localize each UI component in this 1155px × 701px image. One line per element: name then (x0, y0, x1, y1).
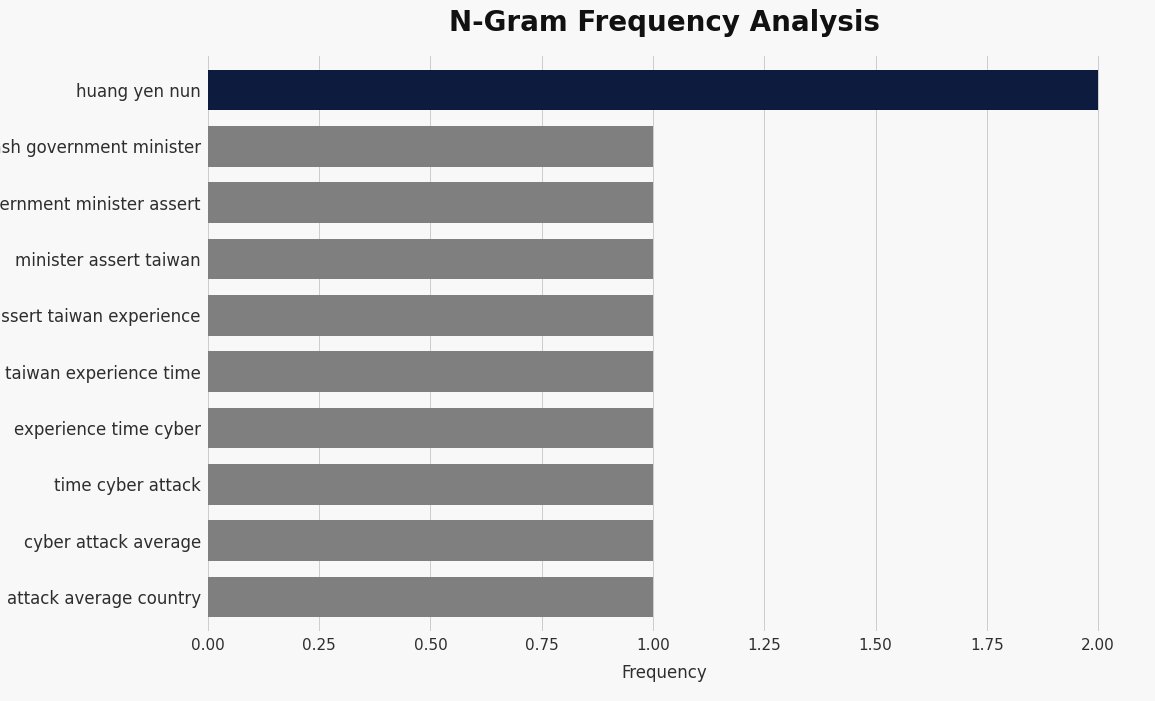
Title: N-Gram Frequency Analysis: N-Gram Frequency Analysis (448, 9, 880, 37)
Bar (208, 182, 653, 223)
Bar (208, 69, 1098, 110)
Bar (208, 351, 653, 392)
Bar (208, 126, 653, 167)
Bar (208, 577, 653, 618)
Bar (208, 464, 653, 505)
Bar (208, 295, 653, 336)
Bar (208, 408, 653, 449)
Bar (208, 238, 653, 279)
Bar (208, 520, 653, 561)
X-axis label: Frequency: Frequency (621, 664, 707, 682)
